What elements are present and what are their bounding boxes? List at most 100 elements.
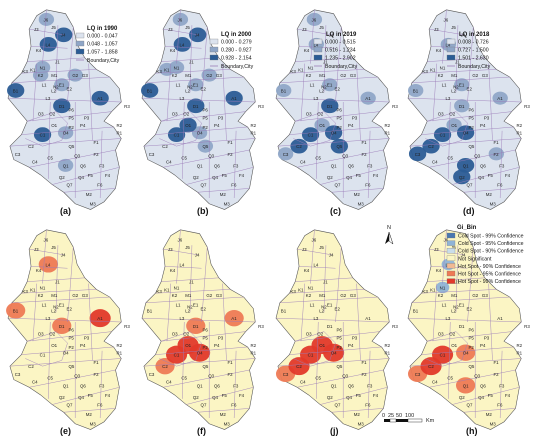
unit-code-c3: C3 xyxy=(15,372,21,377)
unit-code-m2: M2 xyxy=(354,192,361,197)
legend-swatch-low xyxy=(209,38,219,45)
unit-code-l1: L1 xyxy=(42,303,47,308)
unit-code-f6: F6 xyxy=(97,182,103,187)
unit-code-c3: C3 xyxy=(149,152,155,157)
unit-boundary xyxy=(161,57,219,62)
unit-code-q7: Q7 xyxy=(67,182,73,187)
unit-code-r3: R3 xyxy=(392,104,398,109)
unit-code-f5: F5 xyxy=(88,173,94,178)
unit-code-q5: Q5 xyxy=(336,144,342,149)
unit-boundary xyxy=(488,63,493,141)
unit-code-q5: Q5 xyxy=(202,144,208,149)
unit-code-f6: F6 xyxy=(365,402,371,407)
unit-fill-b1 xyxy=(7,83,25,98)
unit-code-c3: C3 xyxy=(15,152,21,157)
legend-class-low: 0.008 - 0.726 xyxy=(458,40,489,46)
unit-code-j3: J3 xyxy=(434,247,439,252)
unit-code-r3: R3 xyxy=(524,104,530,109)
unit-code-m1: M1 xyxy=(319,293,326,298)
unit-code-f3: F3 xyxy=(499,383,505,388)
unit-code-f5: F5 xyxy=(488,173,494,178)
unit-code-d1: D1 xyxy=(327,104,333,109)
unit-code-o4: O4 xyxy=(463,131,469,136)
unit-code-l3: L3 xyxy=(45,96,50,101)
unit-code-n2: N2 xyxy=(453,305,459,310)
unit-code-j6: J6 xyxy=(178,237,183,242)
unit-fill-j6 xyxy=(172,12,189,26)
unit-code-f2: F2 xyxy=(361,152,367,157)
unit-boundary xyxy=(279,296,378,304)
unit-code-k1: K1 xyxy=(164,287,170,292)
unit-code-p2: P2 xyxy=(336,125,342,130)
unit-code-k2: K2 xyxy=(38,293,44,298)
unit-boundary xyxy=(310,229,315,284)
hotspot-legend-swatch xyxy=(446,278,456,284)
unit-code-k3: K3 xyxy=(22,69,28,74)
unit-code-q4: Q4 xyxy=(478,175,484,180)
unit-code-k4: K4 xyxy=(170,48,176,53)
unit-fill-c2 xyxy=(420,357,442,376)
unit-code-l2: L2 xyxy=(185,88,190,93)
unit-code-l1: L1 xyxy=(442,83,447,88)
unit-code-m3: M3 xyxy=(90,202,97,207)
unit-code-q7: Q7 xyxy=(467,402,473,407)
unit-boundary xyxy=(297,369,384,388)
unit-code-n2: N2 xyxy=(453,85,459,90)
unit-boundary xyxy=(367,350,371,419)
unit-fill-c2 xyxy=(290,138,308,154)
unit-code-l4: L4 xyxy=(179,42,184,47)
unit-boundary xyxy=(163,248,198,256)
unit-fill-o4 xyxy=(57,126,74,140)
unit-code-e1: E1 xyxy=(459,303,465,308)
unit-code-n2: N2 xyxy=(321,85,327,90)
unit-boundary xyxy=(421,69,497,74)
hotspot-legend-label: Cold Spot - 99% Confidence xyxy=(458,234,524,240)
scale-bar: 0 25 50 100 Km xyxy=(382,413,435,424)
unit-boundary xyxy=(421,289,497,294)
unit-boundary xyxy=(299,266,336,269)
unit-boundary xyxy=(145,76,244,84)
legend-swatch-mid xyxy=(446,46,456,53)
unit-fill-c1 xyxy=(167,127,186,142)
unit-fill-c1 xyxy=(433,127,452,142)
unit-code-f6: F6 xyxy=(97,402,103,407)
unit-code-n2: N2 xyxy=(187,305,193,310)
unit-fill-a1 xyxy=(89,309,111,328)
unit-boundary xyxy=(297,28,332,36)
hotspot-legend-swatch xyxy=(446,255,456,261)
unit-code-p6: P6 xyxy=(202,328,208,333)
unit-code-p3: P3 xyxy=(218,335,224,340)
unit-fill-e1 xyxy=(454,78,470,92)
unit-boundary xyxy=(429,149,516,168)
legend-boundary-label: Boundary,City xyxy=(325,64,358,70)
unit-boundary xyxy=(331,188,384,193)
unit-code-f1: F1 xyxy=(361,360,367,365)
unit-code-p6: P6 xyxy=(468,328,474,333)
unit-fill-o4 xyxy=(456,344,476,361)
unit-code-p4: P4 xyxy=(480,343,486,348)
unit-code-m1: M1 xyxy=(51,293,58,298)
unit-boundary xyxy=(297,149,384,168)
unit-code-o3: O3 xyxy=(306,111,312,116)
unit-code-j6: J6 xyxy=(178,17,183,22)
unit-code-p5: P5 xyxy=(336,335,342,340)
unit-code-j3: J3 xyxy=(34,27,39,32)
unit-code-q6: Q6 xyxy=(80,383,86,388)
hotspot-legend-label: Hot Spot - 95% Confidence xyxy=(458,272,521,278)
unit-code-r1: R1 xyxy=(250,131,256,136)
unit-boundary xyxy=(27,111,112,122)
unit-code-g3: G3 xyxy=(482,293,488,298)
unit-code-m3: M3 xyxy=(490,202,497,207)
unit-code-j4: J4 xyxy=(61,253,66,258)
unit-code-l1: L1 xyxy=(442,303,447,308)
unit-boundary xyxy=(429,28,464,36)
unit-code-f6: F6 xyxy=(231,402,237,407)
unit-boundary xyxy=(21,69,97,74)
legend-class-mid: 0.727 - 1.500 xyxy=(458,48,489,54)
unit-code-p2: P2 xyxy=(468,345,474,350)
unit-code-n2: N2 xyxy=(187,85,193,90)
unit-code-o4: O4 xyxy=(331,131,337,136)
unit-boundary xyxy=(21,289,97,294)
unit-code-q7: Q7 xyxy=(335,182,341,187)
